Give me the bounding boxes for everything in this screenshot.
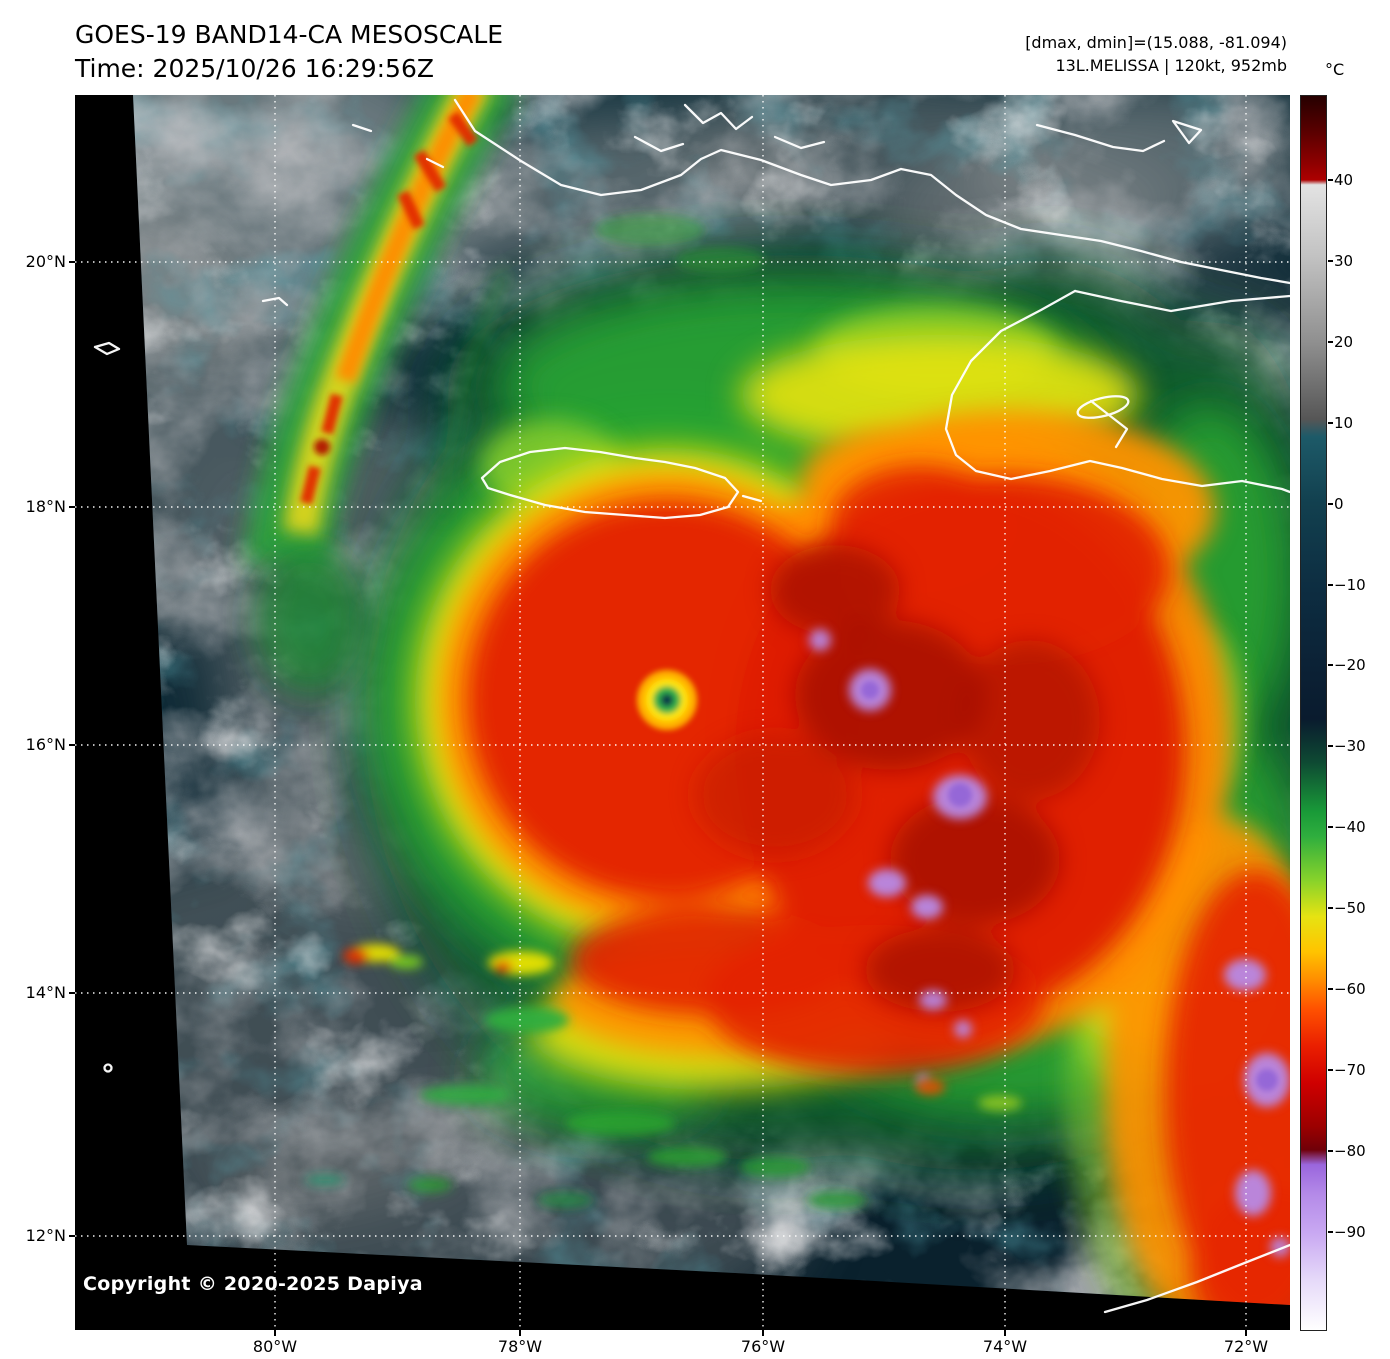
colorbar-tick-mark [1328, 907, 1333, 910]
lat-tick-label: 14°N [25, 983, 66, 1002]
colorbar-tick-label: 40 [1334, 171, 1354, 189]
lon-tick-label: 78°W [497, 1337, 543, 1356]
colorbar-tick-mark [1328, 1149, 1333, 1152]
colorbar-tick-mark [1328, 179, 1333, 181]
colorbar-tick-mark [1328, 583, 1333, 586]
extent-info-text: [dmax, dmin]=(15.088, -81.094) [1025, 33, 1287, 52]
coldest-tops-purple-cores [861, 681, 1278, 1091]
graticule-gridlines [75, 95, 1290, 1330]
lon-tick-mark [274, 1330, 276, 1336]
timestamp-text: Time: 2025/10/26 16:29:56Z [75, 54, 434, 83]
hurricane-eye [637, 670, 697, 730]
lon-tick-mark [1004, 1330, 1006, 1336]
colorbar-tick-label: 10 [1334, 413, 1354, 432]
colorbar-tick-label: −30 [1334, 737, 1366, 756]
lon-tick-label: 72°W [1223, 1337, 1269, 1356]
colorbar-tick-mark [1328, 745, 1333, 748]
colorbar [1300, 95, 1327, 1331]
lon-tick-mark [762, 1330, 764, 1336]
lat-tick-label: 20°N [25, 252, 66, 271]
hurricane-darkred [695, 545, 1100, 1012]
colorbar-tick-label: −10 [1334, 575, 1366, 594]
colorbar-tick-mark [1328, 1068, 1333, 1071]
page-title: GOES-19 BAND14-CA MESOSCALE [75, 20, 504, 49]
colorbar-tick-mark [1328, 826, 1333, 829]
colorbar-tick-label: −60 [1334, 980, 1366, 998]
lat-tick-mark [69, 744, 75, 746]
colorbar-tick-mark [1328, 1230, 1333, 1233]
lat-tick-mark [69, 1235, 75, 1237]
colorbar-tick-mark [1328, 421, 1333, 424]
colorbar-tick-label: −20 [1334, 656, 1366, 675]
storm-info-text: 13L.MELISSA | 120kt, 952mb [1055, 56, 1287, 75]
colorbar-tick-label: 30 [1334, 251, 1354, 270]
colorbar-tick-label: 0 [1334, 494, 1344, 513]
lon-tick-label: 74°W [982, 1337, 1028, 1356]
colorbar-tick-label: −90 [1334, 1222, 1366, 1241]
colorbar-tick-label: −80 [1334, 1141, 1366, 1160]
colorbar-tick-mark [1328, 259, 1333, 262]
colorbar-tick-mark [1328, 988, 1333, 990]
lon-tick-label: 76°W [740, 1337, 786, 1356]
colorbar-tick-label: −50 [1334, 899, 1366, 918]
map-plot: Copyright © 2020-2025 Dapiya [75, 95, 1290, 1330]
lon-tick-label: 80°W [252, 1337, 298, 1356]
lat-tick-label: 18°N [25, 497, 66, 516]
colorbar-tick-label: 20 [1334, 332, 1354, 351]
lat-tick-mark [69, 992, 75, 994]
lon-tick-mark [519, 1330, 521, 1336]
colorbar-tick-label: −40 [1334, 818, 1366, 837]
lat-tick-mark [69, 261, 75, 263]
lat-tick-label: 16°N [25, 735, 66, 754]
northwest-spiral-band [243, 95, 521, 695]
coastlines [93, 98, 1290, 1314]
lat-tick-mark [69, 506, 75, 508]
copyright-text: Copyright © 2020-2025 Dapiya [83, 1273, 423, 1295]
colorbar-tick-mark [1328, 664, 1333, 667]
satellite-image [75, 95, 1290, 1330]
colorbar-tick-mark [1328, 340, 1333, 343]
colorbar-tick-label: −70 [1334, 1060, 1366, 1079]
colorbar-unit-label: °C [1325, 60, 1345, 79]
colorbar-tick-mark [1328, 502, 1333, 505]
data-region [133, 95, 1290, 1305]
scattered-convection-accents [305, 214, 1022, 1209]
lon-tick-mark [1245, 1330, 1247, 1336]
lat-tick-label: 12°N [25, 1226, 66, 1245]
